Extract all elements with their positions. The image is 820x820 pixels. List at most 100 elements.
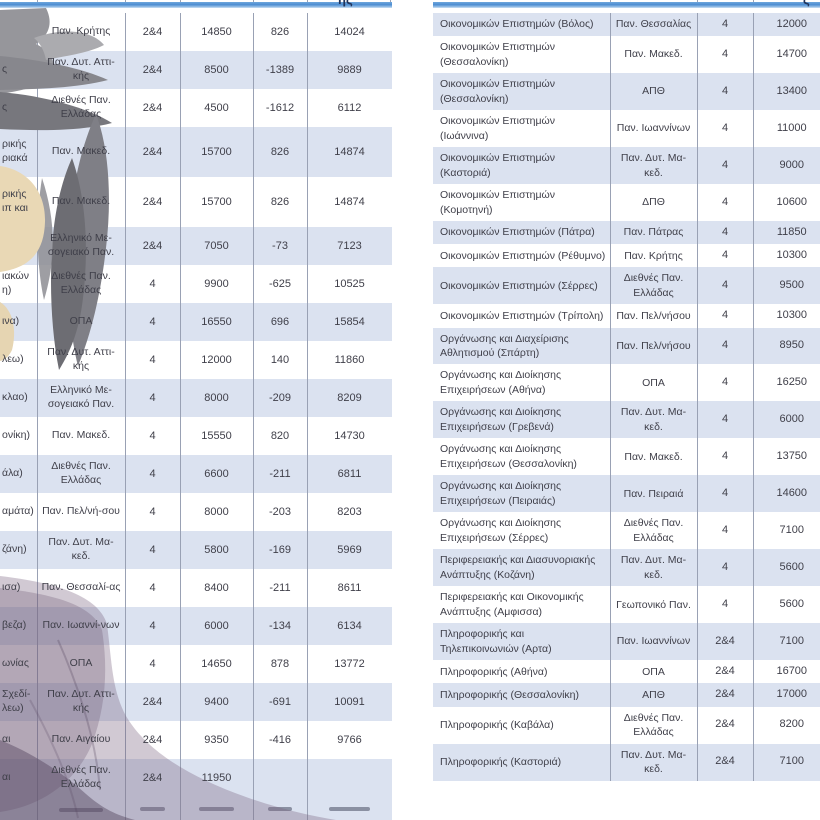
- cell-dept: Οικονομικών Επιστημών (Ρέθυμνο): [433, 244, 611, 268]
- cell-years: 4: [125, 455, 181, 493]
- cell-dept: Οικονομικών Επιστημών (Σέρρες): [433, 267, 611, 305]
- table-row: Οικονομικών Επιστημών (Τρίπολη) Παν. Πελ/…: [433, 304, 820, 328]
- cell-v3: 6134: [307, 607, 392, 645]
- cell-v1: 8000: [180, 379, 254, 417]
- cell-v2: -211: [253, 455, 308, 493]
- cell-text: 11000: [776, 122, 807, 134]
- cell-text: 2&4: [715, 755, 735, 768]
- table-row: ρικής ιπ και Παν. Μακεδ. 2&4 15700 826 14874: [0, 177, 392, 227]
- cell-text: 2&4: [715, 665, 735, 678]
- cell-text: 9000: [779, 158, 804, 171]
- cell-v3: 10525: [307, 265, 392, 303]
- cell-v1: 7100: [753, 623, 820, 660]
- table-row: Οικονομικών Επιστημών (Ρέθυμνο) Παν. Κρήτ…: [433, 244, 820, 268]
- cell-years: 4: [125, 417, 181, 455]
- cell-text: Παν. Δυτ. Μα-κεδ.: [48, 536, 114, 562]
- cell-years: 2&4: [125, 89, 181, 127]
- blurred-cutoff-text: [198, 807, 235, 812]
- cell-v1: 10600: [753, 184, 820, 221]
- table-row: άλα) Διεθνές Παν. Ελλάδας 4 6600 -211 6811: [0, 455, 392, 493]
- cell-dept: Οικονομικών Επιστημών (Κομοτηνή): [433, 184, 611, 222]
- blurred-cutoff-text: [267, 807, 293, 812]
- cell-v1: 15550: [180, 417, 254, 455]
- cell-text: Οικονομικών Επιστημών (Ρέθυμνο): [440, 249, 606, 262]
- cell-text: 4: [721, 249, 729, 262]
- cell-dept: Πληροφορικής (Καστοριά): [433, 743, 611, 781]
- cell-years: 4: [697, 110, 754, 148]
- cell-v1: 12000: [753, 13, 820, 36]
- cell-text: ρικής ιπ και: [2, 188, 29, 214]
- cell-v1: 6000: [180, 607, 254, 645]
- cell-univ: Παν. Δυτ. Αττι-κής: [37, 51, 126, 89]
- left-table-body: Παν. Κρήτης 2&4 14850 826 14024 ς Παν. Δυτ. Ατ…: [0, 13, 392, 820]
- table-row: Σχεδί- λεω) Παν. Δυτ. Αττι-κής 2&4 9400 -691…: [0, 683, 392, 721]
- cell-v2: 826: [253, 177, 308, 227]
- cell-text: 4: [149, 391, 156, 404]
- cell-text: 2&4: [142, 195, 163, 208]
- cell-text: 5600: [779, 598, 804, 611]
- cell-text: -211: [269, 581, 291, 594]
- cell-text: 4: [149, 581, 156, 594]
- cell-text: Ελληνικό Με-σογειακό Παν.: [47, 232, 115, 258]
- cell-text: 10525: [334, 277, 365, 290]
- table-row: ονίκη) Παν. Μακεδ. 4 15550 820 14730: [0, 417, 392, 455]
- cell-dept: Οικονομικών Επιστημών (Καστοριά): [433, 147, 611, 185]
- cell-text: αμάτα): [2, 505, 34, 518]
- cell-univ: Παν. Ιωαννίνων: [610, 623, 698, 661]
- cell-v1: 14700: [753, 36, 820, 73]
- cell-text: 2&4: [142, 63, 163, 76]
- cell-text: 17000: [776, 688, 808, 701]
- left-header-text-remnant: ης: [338, 0, 353, 7]
- cell-text: ς: [2, 101, 8, 114]
- table-row: Οργάνωσης και Διοίκησης Επιχειρήσεων (Αθ…: [433, 364, 820, 402]
- cell-text: -211: [269, 467, 291, 480]
- cell-text: Σχεδί- λεω): [2, 688, 31, 714]
- cell-text: Παν. Μακεδ.: [51, 195, 111, 208]
- table-row: Ελληνικό Με-σογειακό Παν. 2&4 7050 -73 7123: [0, 227, 392, 265]
- cell-text: 16550: [201, 315, 232, 328]
- cell-v2: -211: [253, 569, 308, 607]
- cell-text: ς: [2, 63, 8, 76]
- cell-v1: 8000: [180, 493, 254, 531]
- right-table-region: ς Οικονομικών Επιστημών (Βόλος) Παν. Θεσσ…: [433, 0, 820, 820]
- cell-text: 140: [270, 353, 290, 366]
- table-row: Πληροφορικής (Καβάλα) Διεθνές Παν. Ελλάδα…: [433, 706, 820, 744]
- cell-univ: Ελληνικό Με-σογειακό Παν.: [37, 379, 126, 417]
- cell-text: Οργάνωσης και Διοίκησης Επιχειρήσεων (Θε…: [440, 443, 577, 470]
- cell-v1: 14600: [753, 475, 820, 512]
- cell-text: 4: [149, 353, 156, 366]
- cell-dept: Πληροφορικής (Θεσσαλονίκη): [433, 683, 611, 707]
- cell-text: Παν. Μακεδ.: [624, 48, 683, 61]
- cell-text: 9350: [204, 733, 229, 746]
- cell-text: -73: [272, 239, 288, 252]
- table-row: Οργάνωσης και Διοίκησης Επιχειρήσεων (Γρ…: [433, 401, 820, 439]
- cell-years: 4: [125, 379, 181, 417]
- table-row: Οικονομικών Επιστημών (Καστοριά) Παν. Δυτ…: [433, 147, 820, 185]
- cell-v1: 9350: [180, 721, 254, 759]
- table-row: ιακών η) Διεθνές Παν. Ελλάδας 4 9900 -625 105…: [0, 265, 392, 303]
- cell-text: ινα): [2, 315, 20, 328]
- cell-text: -209: [268, 391, 292, 404]
- cell-text: 4: [149, 315, 156, 328]
- cell-univ: Διεθνές Παν. Ελλάδας: [37, 759, 126, 797]
- cell-univ: Παν. Πάτρας: [610, 221, 698, 245]
- table-row: ωνίας ΟΠΑ 4 14650 878 13772: [0, 645, 392, 683]
- cell-dept: Περιφερειακής και Διασυνοριακής Ανάπτυξη…: [433, 549, 611, 587]
- cell-text: 4: [721, 598, 729, 611]
- spacer: [0, 8, 392, 13]
- spacer: [433, 8, 820, 13]
- cell-v1: 4500: [180, 89, 254, 127]
- cell-text: 4: [721, 195, 729, 208]
- cell-v1: 16550: [180, 303, 254, 341]
- cell-text: Οργάνωσης και Διοίκησης Επιχειρήσεων (Σέ…: [440, 517, 562, 544]
- cell-v2: [253, 797, 308, 820]
- cell-dept: [0, 227, 38, 265]
- cell-v1: 15700: [180, 127, 254, 177]
- cell-dept: Σχεδί- λεω): [0, 683, 38, 721]
- cell-univ: Παν. Δυτ. Μα-κεδ.: [37, 531, 126, 569]
- cell-text: ΟΠΑ: [69, 315, 93, 328]
- cell-text: Παν. Πελ/νήσου: [616, 309, 691, 322]
- table-row: Παν. Κρήτης 2&4 14850 826 14024: [0, 13, 392, 51]
- cell-dept: Οικονομικών Επιστημών (Θεσσαλονίκη): [433, 36, 611, 74]
- cell-univ: Παν. Μακεδ.: [37, 177, 126, 227]
